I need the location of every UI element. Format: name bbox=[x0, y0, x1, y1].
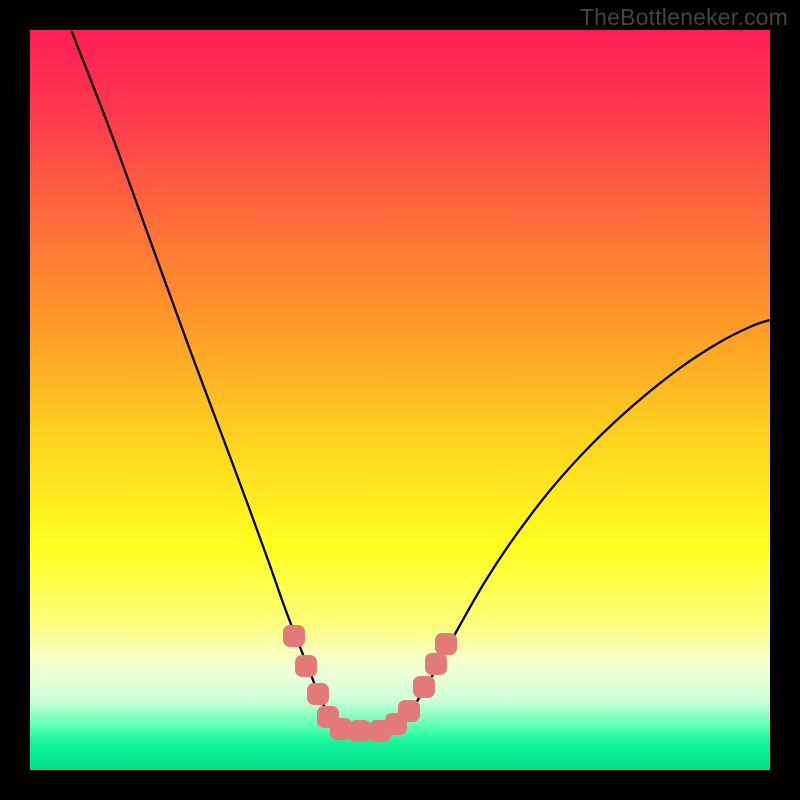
highlight-marker bbox=[307, 683, 329, 705]
highlight-marker bbox=[398, 700, 420, 722]
highlight-marker bbox=[295, 655, 317, 677]
bottleneck-chart bbox=[0, 0, 800, 800]
watermark-text: TheBottleneker.com bbox=[580, 4, 788, 31]
highlight-marker bbox=[330, 718, 352, 740]
highlight-marker bbox=[413, 676, 435, 698]
highlight-marker bbox=[425, 653, 447, 675]
chart-background bbox=[30, 30, 770, 770]
highlight-marker bbox=[283, 625, 305, 647]
highlight-marker bbox=[349, 720, 371, 742]
highlight-marker bbox=[435, 633, 457, 655]
